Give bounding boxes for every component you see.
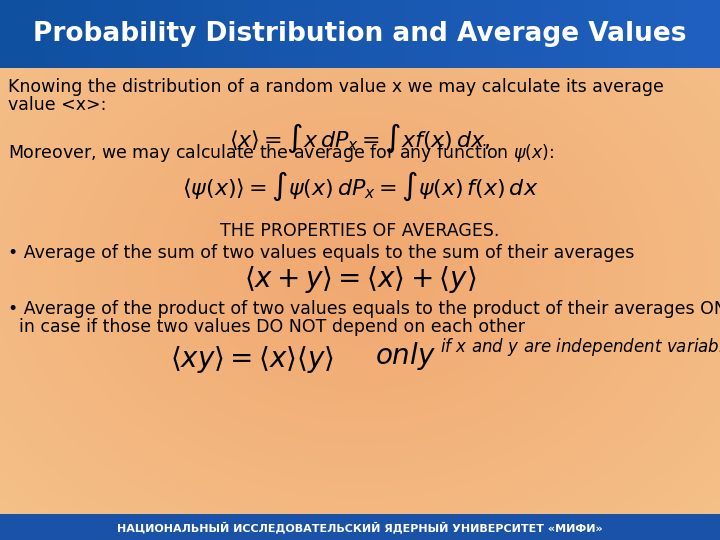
- Text: НАЦИОНАЛЬНЫЙ ИССЛЕДОВАТЕЛЬСКИЙ ЯДЕРНЫЙ УНИВЕРСИТЕТ «МИФИ»: НАЦИОНАЛЬНЫЙ ИССЛЕДОВАТЕЛЬСКИЙ ЯДЕРНЫЙ У…: [117, 521, 603, 533]
- Text: in case if those two values DO NOT depend on each other: in case if those two values DO NOT depen…: [8, 318, 525, 336]
- Text: $\langle \psi(x) \rangle = \int \psi(x)\,dP_x = \int \psi(x)\,f(x)\,dx$: $\langle \psi(x) \rangle = \int \psi(x)\…: [181, 170, 539, 204]
- Text: value <x>:: value <x>:: [8, 96, 107, 114]
- Text: • Average of the sum of two values equals to the sum of their averages: • Average of the sum of two values equal…: [8, 244, 634, 262]
- Text: $\langle xy \rangle = \langle x \rangle\langle y \rangle$: $\langle xy \rangle = \langle x \rangle\…: [170, 344, 334, 375]
- Text: $\langle x + y \rangle = \langle x \rangle + \langle y \rangle$: $\langle x + y \rangle = \langle x \rang…: [244, 264, 476, 295]
- Text: $\mathit{only}$: $\mathit{only}$: [375, 340, 436, 372]
- Text: Probability Distribution and Average Values: Probability Distribution and Average Val…: [33, 21, 687, 47]
- Text: $\langle x \rangle = \int x\,dP_x = \int x f(x)\,dx,$: $\langle x \rangle = \int x\,dP_x = \int…: [229, 122, 491, 156]
- Text: Moreover, we may calculate the average for any function $\psi(x)$:: Moreover, we may calculate the average f…: [8, 142, 554, 164]
- Text: THE PROPERTIES OF AVERAGES.: THE PROPERTIES OF AVERAGES.: [220, 222, 500, 240]
- Text: Knowing the distribution of a random value x we may calculate its average: Knowing the distribution of a random val…: [8, 78, 664, 96]
- Text: • Average of the product of two values equals to the product of their averages O: • Average of the product of two values e…: [8, 300, 720, 318]
- Text: $\mathit{if\ x\ and\ y\ are\ independent\ variables}$: $\mathit{if\ x\ and\ y\ are\ independent…: [440, 336, 720, 358]
